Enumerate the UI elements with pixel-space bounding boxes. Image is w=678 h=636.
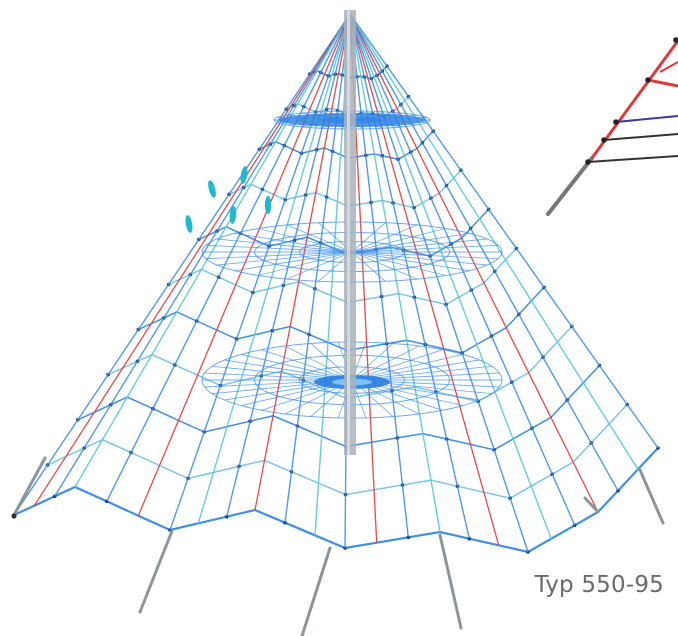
cyan-grip-marker xyxy=(185,215,193,233)
web-spoke xyxy=(351,224,418,253)
web-spoke xyxy=(351,228,446,253)
radial-rope xyxy=(284,13,351,523)
web-spoke xyxy=(205,251,353,260)
cyan-markers xyxy=(185,166,272,233)
web-spoke xyxy=(258,251,353,276)
anchor-post xyxy=(583,496,600,514)
radial-rope xyxy=(169,13,351,531)
red-rope-detail xyxy=(546,37,678,216)
web-spoke xyxy=(351,343,394,381)
web-spoke xyxy=(351,251,446,276)
net-ring xyxy=(47,404,628,499)
web-spoke xyxy=(286,224,353,253)
web-spoke xyxy=(284,345,353,381)
radial-rope xyxy=(13,13,351,516)
detail-red-branch xyxy=(647,78,678,88)
radial-rope xyxy=(197,13,351,524)
net-ring xyxy=(137,286,545,354)
radial-rope xyxy=(349,13,529,553)
radial-rope xyxy=(349,13,441,533)
radial-rope xyxy=(349,13,659,449)
radial-rope xyxy=(226,13,351,517)
net-ring xyxy=(13,447,659,554)
web-spoke xyxy=(234,251,353,272)
detail-post xyxy=(546,156,594,216)
radial-rope xyxy=(349,13,552,539)
web-spoke xyxy=(216,251,353,266)
web-spoke xyxy=(351,232,470,253)
web-spoke xyxy=(234,232,353,253)
detail-horizontal-rope xyxy=(587,155,678,163)
cyan-grip-marker xyxy=(208,180,216,198)
mast-highlight xyxy=(347,10,350,455)
model-caption: Typ 550-95 xyxy=(534,572,664,598)
anchor-post xyxy=(12,456,47,517)
detail-red-rope xyxy=(590,38,678,159)
detail-knot xyxy=(601,137,607,143)
anchor-post xyxy=(300,546,332,636)
cyan-grip-marker xyxy=(264,196,272,214)
web-spoke xyxy=(261,349,353,381)
web-spoke xyxy=(351,251,386,282)
pyramid-net xyxy=(11,10,665,636)
web-spoke xyxy=(351,238,488,253)
red-radial-rope xyxy=(349,13,500,546)
web-spoke xyxy=(216,238,353,253)
radial-rope xyxy=(74,13,351,488)
web-spoke xyxy=(351,251,470,272)
detail-knot xyxy=(673,37,678,43)
web-spoke xyxy=(351,349,443,381)
web-spoke xyxy=(351,244,499,253)
web-spoke xyxy=(351,222,386,253)
red-radial-rope xyxy=(349,13,599,513)
detail-horizontal-rope xyxy=(603,133,678,141)
detail-knot xyxy=(585,159,591,165)
web-spoke xyxy=(286,251,353,280)
web-spoke xyxy=(351,251,499,260)
red-radial-rope xyxy=(254,13,351,511)
detail-horizontal-rope xyxy=(615,115,678,123)
web-spoke xyxy=(258,228,353,253)
web-spoke xyxy=(351,345,420,381)
web-spoke xyxy=(240,353,353,381)
cyan-grip-marker xyxy=(240,166,248,184)
detail-knot xyxy=(645,77,651,83)
detail-knot xyxy=(613,119,619,125)
red-radial-rope xyxy=(137,13,351,516)
web-spoke xyxy=(351,353,464,381)
detail-red-branch xyxy=(659,61,678,73)
cyan-grip-marker xyxy=(229,206,237,224)
red-radial-rope xyxy=(33,13,351,507)
anchor-post xyxy=(638,468,665,525)
anchor-foot xyxy=(11,513,17,519)
web-spoke xyxy=(351,251,418,280)
anchor-post xyxy=(438,533,463,630)
anchor-post xyxy=(138,529,174,614)
web-spoke xyxy=(351,251,488,266)
web-spoke xyxy=(205,244,353,253)
